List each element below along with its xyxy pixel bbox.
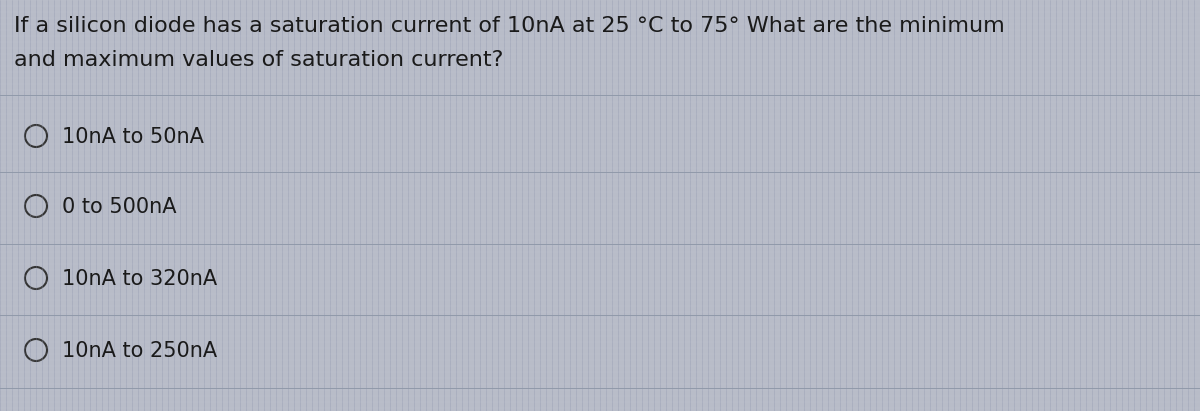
Text: 10nA to 50nA: 10nA to 50nA [62,127,204,147]
Text: 10nA to 250nA: 10nA to 250nA [62,341,217,361]
Text: If a silicon diode has a saturation current of 10nA at 25 °C to 75° What are the: If a silicon diode has a saturation curr… [14,16,1004,36]
Text: 10nA to 320nA: 10nA to 320nA [62,269,217,289]
Text: and maximum values of saturation current?: and maximum values of saturation current… [14,50,503,70]
Text: 0 to 500nA: 0 to 500nA [62,197,176,217]
